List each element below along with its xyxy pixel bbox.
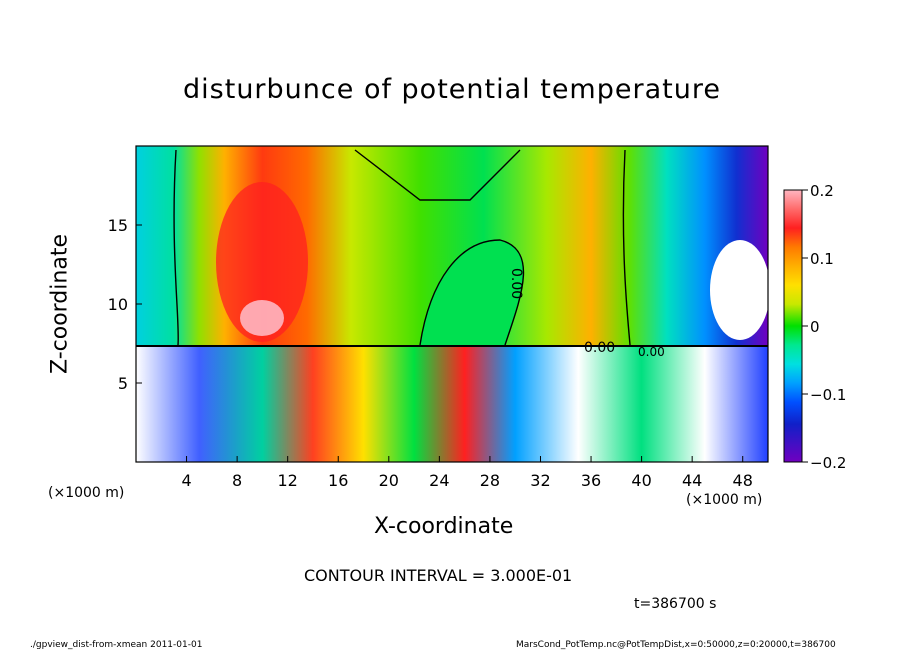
x-tick-label: 36 <box>581 471 601 490</box>
x-tick-label: 16 <box>328 471 348 490</box>
contour-label: 0.00 <box>584 340 615 356</box>
footer-right: MarsCond_PotTemp.nc@PotTempDist,x=0:5000… <box>516 640 836 650</box>
contour-lines <box>173 149 631 346</box>
lower-field <box>136 346 768 462</box>
x-tick-label: 8 <box>232 471 242 490</box>
colorbar-tick-label: 0 <box>810 318 820 336</box>
footer-left: ./gpview_dist-from-xmean 2011-01-01 <box>30 640 203 650</box>
colorbar-tick-label: 0.1 <box>810 250 834 268</box>
contour-label-group: 0.00 0.00 0.00 <box>508 268 665 359</box>
y-tick-label: 15 <box>108 216 128 235</box>
y-tick-label: 5 <box>118 374 128 393</box>
x-tick-label: 40 <box>631 471 651 490</box>
warm-core <box>216 182 308 342</box>
x-tick-label: 44 <box>682 471 702 490</box>
contour-label: 0.00 <box>638 345 665 359</box>
x-tick-label: 32 <box>530 471 550 490</box>
contour-label: 0.00 <box>508 268 524 299</box>
cold-core <box>710 240 770 340</box>
y-tick-label: 10 <box>108 295 128 314</box>
x-axis-label: X-coordinate <box>374 514 514 539</box>
x-tick-label: 12 <box>278 471 298 490</box>
x-unit-label: (×1000 m) <box>686 492 763 508</box>
colorbar-tick-label: −0.1 <box>810 386 846 404</box>
colorbar: 0.2 0.1 0 −0.1 −0.2 <box>783 182 846 472</box>
colorbar-scale <box>783 189 803 463</box>
colorbar-tick-label: −0.2 <box>810 454 846 472</box>
contour-interval-note: CONTOUR INTERVAL = 3.000E-01 <box>304 566 573 585</box>
x-axis: 4 8 12 16 20 24 28 32 36 40 44 48 <box>181 456 753 490</box>
x-tick-label: 4 <box>181 471 191 490</box>
y-axis: 5 10 15 <box>108 216 142 393</box>
x-tick-label: 24 <box>429 471 449 490</box>
x-tick-label: 48 <box>733 471 753 490</box>
y-axis-label: Z-coordinate <box>47 234 73 374</box>
x-tick-label: 20 <box>379 471 399 490</box>
chart-title: disturbunce of potential temperature <box>183 74 721 105</box>
heatmap-area <box>135 145 770 463</box>
x-unit-label: (×1000 m) <box>48 485 125 501</box>
x-tick-label: 28 <box>480 471 500 490</box>
warm-peak <box>240 300 284 336</box>
time-stamp: t=386700 s <box>634 596 717 612</box>
central-cell <box>420 240 524 345</box>
colorbar-tick-label: 0.2 <box>810 182 834 200</box>
